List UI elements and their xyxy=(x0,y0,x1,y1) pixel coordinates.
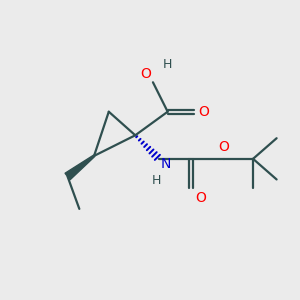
Text: O: O xyxy=(218,140,229,154)
Text: O: O xyxy=(199,105,209,119)
Text: O: O xyxy=(196,191,206,205)
Text: O: O xyxy=(141,67,152,81)
Text: H: H xyxy=(152,174,161,187)
Polygon shape xyxy=(65,155,94,180)
Text: N: N xyxy=(160,158,171,171)
Text: H: H xyxy=(163,58,172,71)
